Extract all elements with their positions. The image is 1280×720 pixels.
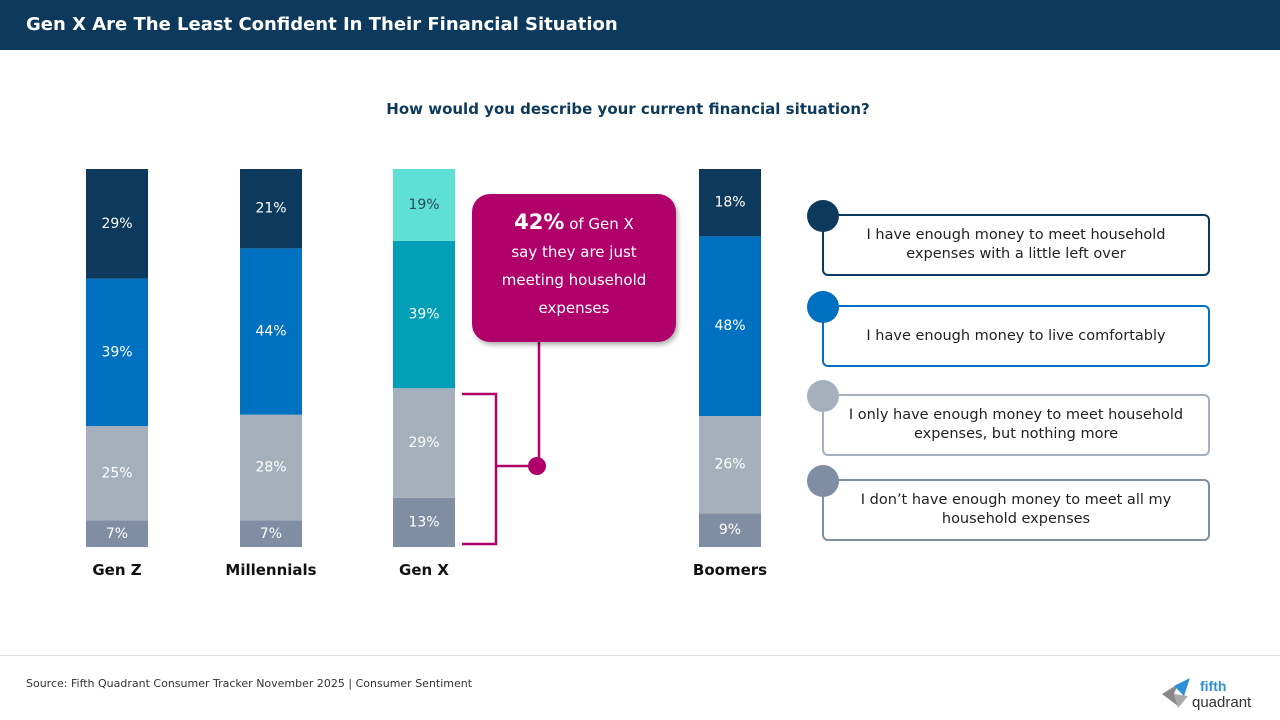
source-note: Source: Fifth Quadrant Consumer Tracker … [26, 677, 473, 690]
data-label: 29% [101, 216, 132, 232]
bar-segment [699, 416, 761, 514]
bar-segment [393, 240, 455, 389]
legend-label: I have enough money to live comfortably [866, 327, 1166, 344]
legend-item: I only have enough money to meet househo… [822, 394, 1210, 456]
bar-segment [240, 248, 302, 415]
category-label: Millennials [225, 561, 316, 579]
bar-segment [240, 520, 302, 547]
legend-swatch [807, 291, 839, 323]
bar-segment [699, 236, 761, 417]
page-title: Gen X Are The Least Confident In Their F… [26, 14, 618, 35]
data-label: 39% [408, 307, 439, 323]
data-label: 7% [106, 526, 128, 542]
callout-line4: expenses [538, 299, 610, 317]
data-label: 25% [101, 465, 132, 481]
data-label: 9% [719, 522, 741, 538]
bar-segment [393, 497, 455, 547]
bar-segment [86, 426, 148, 521]
data-label: 7% [260, 526, 282, 542]
legend-swatch [807, 200, 839, 232]
bar-segment [393, 169, 455, 241]
category-label: Boomers [693, 561, 767, 579]
data-label: 39% [101, 344, 132, 360]
svg-text:quadrant: quadrant [1192, 694, 1252, 711]
legend-item: I don’t have enough money to meet all my… [822, 479, 1210, 541]
bar-segment [699, 513, 761, 547]
genx-callout: 42% of Gen X say they are just meeting h… [472, 194, 676, 342]
bar-segment [86, 520, 148, 547]
legend-item: I have enough money to live comfortably [822, 305, 1210, 367]
bar-segment [393, 388, 455, 498]
data-label: 29% [408, 435, 439, 451]
legend-label: I don’t have enough money to meet all my… [860, 492, 1172, 527]
callout-line1: of Gen X [569, 215, 634, 233]
bar-segment [240, 414, 302, 521]
genx-bracket [462, 392, 498, 546]
data-label: 19% [408, 197, 439, 213]
category-label: Gen Z [92, 561, 141, 579]
legend-swatch [807, 380, 839, 412]
data-label: 26% [714, 457, 745, 473]
chart-title: How would you describe your current fina… [386, 100, 870, 118]
data-label: 21% [255, 201, 286, 217]
fifth-quadrant-logo: fifth quadrant [1162, 678, 1252, 711]
callout-pct: 42% [514, 210, 565, 234]
callout-line2: say they are just [511, 243, 637, 261]
data-label: 44% [255, 324, 286, 340]
legend-label: I only have enough money to meet househo… [848, 407, 1184, 442]
data-label: 18% [714, 195, 745, 211]
bar-segment [86, 169, 148, 279]
bar-segment [86, 278, 148, 427]
connector-dot [528, 457, 546, 475]
data-label: 28% [255, 460, 286, 476]
data-label: 48% [714, 318, 745, 334]
legend-label: I have enough money to meet household ex… [866, 227, 1166, 262]
legend-swatch [807, 465, 839, 497]
header-bar: Gen X Are The Least Confident In Their F… [0, 0, 1280, 50]
footer-divider [0, 655, 1280, 656]
callout-line3: meeting household [501, 271, 647, 289]
legend-item: I have enough money to meet household ex… [822, 214, 1210, 276]
bar-segment [240, 169, 302, 249]
svg-text:fifth: fifth [1200, 678, 1226, 694]
data-label: 13% [408, 514, 439, 530]
bar-segment [699, 169, 761, 237]
callout-connector [496, 342, 541, 468]
category-label: Gen X [399, 561, 449, 579]
